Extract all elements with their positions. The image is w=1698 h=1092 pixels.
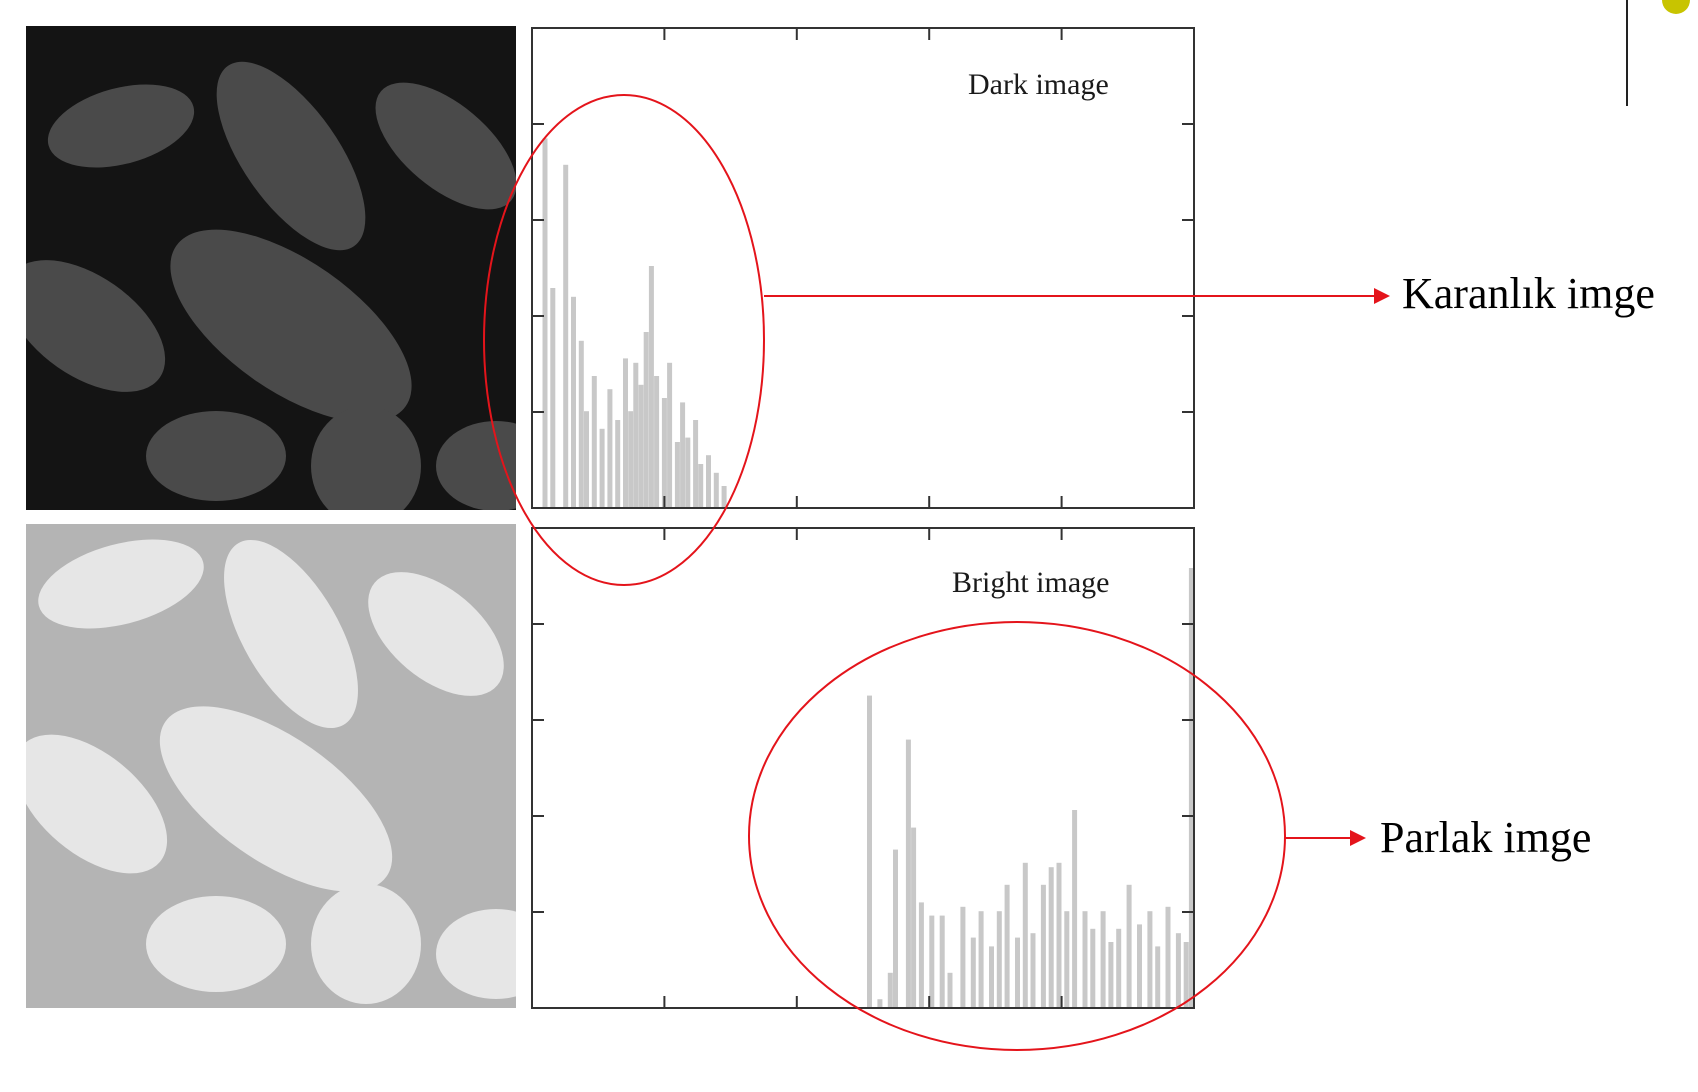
bright-histogram-bar (1072, 810, 1078, 1008)
dark-callout-arrowhead (1374, 288, 1390, 304)
bright-histogram-plot-frame (531, 527, 1195, 1009)
bright-histogram-bar (1022, 862, 1028, 1008)
dark-histogram-bar (698, 464, 704, 508)
dark-histogram-bar (685, 437, 691, 508)
dark-pollen-image (26, 26, 516, 510)
dark-histogram-bar (706, 455, 711, 508)
dark-histogram-bar (680, 402, 686, 508)
dark-histogram-bar (615, 420, 621, 508)
bright-histogram-bar (1116, 928, 1122, 1008)
dark-histogram-bar (599, 428, 605, 508)
bright-histogram-bar (887, 972, 893, 1008)
slide-divider-line (1626, 0, 1628, 106)
bright-histogram-bar (1090, 928, 1096, 1008)
bright-histogram-bar (1126, 884, 1132, 1008)
bright-image-histogram (531, 527, 1195, 1009)
dark-histogram-plot-frame (531, 27, 1195, 509)
bright-histogram-bar (1004, 884, 1010, 1008)
dark-histogram-bar (661, 398, 667, 508)
dark-histogram-bar (667, 362, 673, 508)
bright-histogram-bar (989, 946, 994, 1008)
dark-image-title: Dark image (968, 68, 1109, 101)
bright-histogram-bar (1147, 911, 1153, 1008)
bright-histogram-bar (970, 937, 976, 1008)
dark-histogram-bar (607, 389, 613, 508)
yellow-dot-icon (1662, 0, 1690, 14)
bright-histogram-bar (978, 911, 984, 1008)
bright-histogram-bar (1108, 942, 1114, 1008)
bright-histogram-bar (960, 906, 966, 1008)
bright-histogram-bar (911, 827, 917, 1008)
dark-histogram-bar (628, 411, 634, 508)
bright-histogram-bar (1064, 911, 1070, 1008)
dark-histogram-bar (578, 340, 584, 508)
bright-histogram-bar (867, 695, 872, 1008)
dark-histogram-bar (713, 472, 719, 508)
bright-histogram-bar (947, 972, 953, 1008)
bright-histogram-bar (996, 911, 1002, 1008)
bright-pollen-image (26, 524, 516, 1008)
bright-histogram-bar (1165, 906, 1171, 1008)
bright-histogram-bar (893, 849, 898, 1008)
dark-histogram-bar (623, 358, 628, 508)
dark-histogram-bar (591, 376, 597, 508)
bright-histogram-bar (918, 902, 924, 1008)
dark-histogram-bar (654, 376, 660, 508)
bright-histogram-bar (877, 999, 883, 1008)
dark-histogram-bar (550, 288, 556, 508)
bright-histogram-bar (1137, 924, 1142, 1008)
dark-histogram-highlight-ellipse (483, 94, 765, 586)
dark-image-histogram (531, 27, 1195, 509)
dark-histogram-bar (542, 138, 548, 508)
dark-histogram-bar (721, 486, 727, 508)
bright-histogram-bar (1040, 884, 1046, 1008)
bright-histogram-bar (1155, 946, 1161, 1008)
bright-histogram-bar (939, 915, 945, 1008)
bright-histogram-bar (1015, 937, 1020, 1008)
dark-histogram-bar (693, 420, 699, 508)
bright-histogram-bar (1175, 933, 1181, 1008)
bright-image-title: Bright image (952, 566, 1110, 599)
bright-histogram-bar (905, 739, 911, 1008)
dark-histogram-bar (633, 362, 639, 508)
dark-histogram-bar (584, 411, 589, 508)
bright-histogram-highlight-ellipse (748, 621, 1286, 1051)
bright-histogram-bar (1056, 862, 1062, 1008)
bright-histogram-bar (929, 915, 935, 1008)
bright-callout-arrowhead (1350, 830, 1366, 846)
dark-histogram-bar (638, 384, 644, 508)
dark-histogram-bar (563, 164, 569, 509)
bright-histogram-bar (1188, 568, 1194, 1008)
dark-callout-label: Karanlık imge (1402, 269, 1655, 318)
bright-histogram-bar (1183, 942, 1189, 1008)
bright-histogram-bar (1048, 867, 1054, 1008)
dark-histogram-bar (643, 332, 649, 508)
bright-histogram-bar (1030, 933, 1036, 1008)
bright-histogram-bar (1100, 911, 1106, 1008)
bright-callout-label: Parlak imge (1380, 813, 1592, 862)
dark-histogram-bar (648, 266, 654, 508)
dark-histogram-bar (674, 442, 680, 508)
dark-histogram-bar (571, 296, 576, 508)
bright-histogram-bar (1082, 911, 1088, 1008)
